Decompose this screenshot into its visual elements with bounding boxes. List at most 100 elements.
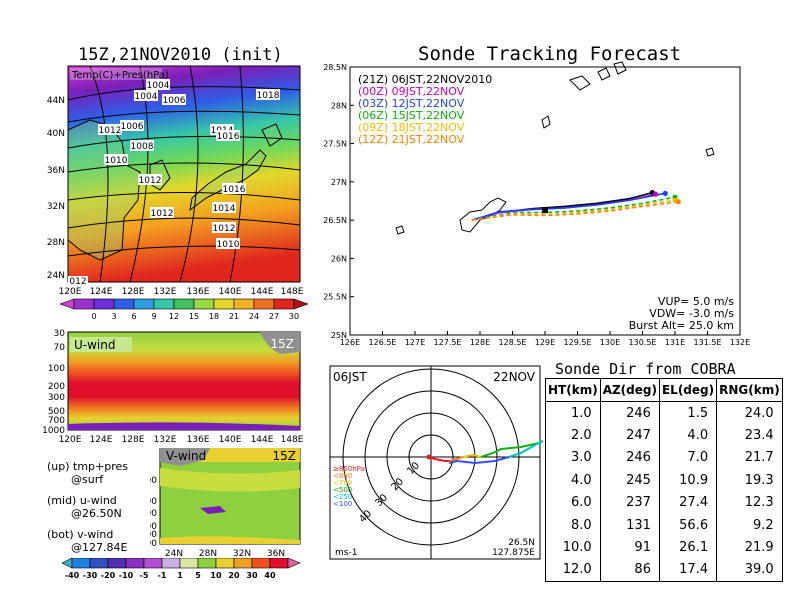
isobar-label: 1012: [150, 207, 174, 219]
y-tick-label: 28.5N: [323, 63, 347, 72]
isobar-label: 1012: [212, 222, 236, 234]
colorbar-tick: 6: [131, 312, 136, 321]
colorbar-tick: 1: [177, 571, 183, 580]
track-y-ticks: 25N 25.5N 26N 26.5N 27N 27.5N 28N 28.5N: [323, 63, 354, 340]
note-line: @26.50N: [71, 507, 122, 520]
table-cell: 7.0: [658, 446, 718, 470]
isobar-label: 1012: [138, 174, 162, 186]
lon-tick: 128E: [122, 287, 145, 297]
pressure-tick: 1000: [150, 539, 157, 549]
table-cell: 237: [599, 491, 660, 514]
track-lines: [471, 191, 679, 221]
track-line: [471, 192, 666, 221]
lat-tick: 24N: [165, 549, 183, 558]
svg-text:1010: 1010: [105, 156, 128, 166]
colorbar-tick: 9: [151, 312, 156, 321]
svg-text:1004: 1004: [135, 92, 158, 102]
colorbar-tick: -10: [119, 571, 134, 580]
x-tick-label: 129.5E: [564, 338, 592, 347]
svg-text:1010: 1010: [217, 240, 240, 250]
okinawa-coastlines: [395, 61, 715, 235]
polar-lon: 127.875E: [492, 548, 535, 558]
table-cell: 39.0: [716, 558, 783, 583]
isobar-label: 1016: [222, 183, 246, 195]
launch-site-marker: [542, 207, 548, 214]
table-cell: 21.9: [716, 536, 783, 559]
pressure-legend-item: <700: [333, 479, 352, 487]
svg-text:1006: 1006: [163, 96, 186, 106]
lat-ticks: 44N 40N 36N 32N 28N 24N: [47, 96, 65, 281]
svg-text:1004: 1004: [147, 81, 170, 91]
svg-text:1018: 1018: [257, 91, 280, 101]
svg-text:1014: 1014: [213, 204, 236, 214]
table-cell: 245: [599, 469, 660, 492]
table-cell: 10.0: [545, 536, 601, 559]
lat-tick: 40N: [47, 129, 65, 139]
pressure-legend-item: <250: [333, 493, 352, 501]
isobar-label: 1010: [216, 238, 240, 250]
isobar-label: 1016: [216, 130, 240, 142]
table-cell: 56.6: [658, 513, 718, 537]
table-cell: 4.0: [658, 424, 718, 447]
table-cell: 246: [599, 446, 660, 470]
lon-tick: 132E: [154, 435, 177, 445]
colorbar-tick: -30: [83, 571, 98, 580]
u-wind-label-box: [70, 337, 132, 352]
table-cell: 6.0: [545, 491, 601, 514]
table-cell: 12.0: [545, 558, 601, 583]
pressure-tick: 200: [48, 382, 65, 392]
u-wind-panel: U-wind 15Z 30 70 100 200 300 500 700 100…: [42, 329, 304, 445]
track-endpoints: [542, 189, 681, 214]
note-line: (bot) v-wind: [47, 528, 114, 541]
x-tick-label: 132E: [730, 338, 750, 347]
table-cell: 17.4: [658, 558, 718, 583]
temperature-map: 1004 1004 1006 1018 1012 1006 1014 1016 …: [47, 65, 304, 297]
x-tick-label: 128.5E: [499, 338, 527, 347]
pressure-tick: 100: [48, 364, 65, 374]
svg-text:1012: 1012: [139, 176, 162, 186]
table-row: 10.0 91 26.1 21.9: [545, 536, 783, 559]
isobar-label: 1006: [120, 120, 144, 132]
table-cell: 21.7: [716, 446, 783, 470]
track-legend: (21Z) 06JST,22NOV2010 (00Z) 09JST,22NOV …: [358, 73, 492, 146]
isobar-label: 012: [68, 276, 88, 287]
pressure-tick: 1000: [42, 426, 65, 436]
table-cell: 246: [599, 401, 660, 425]
isobar-label: 1008: [130, 140, 154, 152]
table-cell: 1.5: [658, 401, 718, 425]
v-wind-panel: V-wind 15Z 100 200 300 500 700 1000 24N …: [150, 448, 301, 558]
colorbar-tick: 5: [195, 571, 201, 580]
y-tick-label: 25N: [331, 331, 347, 340]
wind-polar-plot: 10 20 30 40 06JST 22NOV ≥850hPa <850 <70…: [329, 365, 544, 560]
table-cell: 27.4: [658, 491, 718, 514]
isobar-label: 1012: [98, 124, 122, 136]
colorbar-tick: 10: [210, 571, 222, 580]
isobar-label: 1004: [146, 79, 170, 91]
table-cell: 26.1: [658, 536, 718, 559]
colorbar-tick: -40: [65, 571, 80, 580]
pressure-legend-item: <100: [333, 500, 352, 508]
legend-entry: (00Z) 09JST,22NOV: [358, 85, 465, 98]
lon-tick: 140E: [219, 435, 242, 445]
isobar-label: 1014: [212, 202, 236, 214]
polar-date: 22NOV: [493, 370, 535, 384]
colorbar-tick: 3: [111, 312, 116, 321]
pressure-tick: 70: [54, 343, 66, 353]
direction-table-title: Sonde Dir from COBRA: [555, 360, 736, 378]
lat-tick: 36N: [47, 166, 65, 176]
table-cell: 2.0: [545, 424, 601, 447]
v-wind-label: V-wind: [166, 449, 206, 463]
pressure-tick: 300: [150, 509, 157, 519]
pressure-legend: ≥850hPa <850 <700 <500 <250 <100: [333, 465, 365, 508]
svg-text:1012: 1012: [99, 126, 122, 136]
v-wind-gray-region: [160, 448, 210, 466]
colorbar-tick: -5: [140, 571, 149, 580]
column-header: RNG(km): [716, 378, 783, 402]
isobar-label: 1018: [256, 89, 280, 101]
table-cell: 86: [599, 558, 660, 583]
lon-tick: 140E: [219, 287, 242, 297]
track-x-ticks: 126E 126.5E 127E 127.5E 128E 128.5E 129E 129.5E…: [340, 331, 750, 347]
colorbar-tick: 12: [169, 312, 179, 321]
lon-tick: 128E: [122, 435, 145, 445]
x-tick-label: 129E: [535, 338, 555, 347]
